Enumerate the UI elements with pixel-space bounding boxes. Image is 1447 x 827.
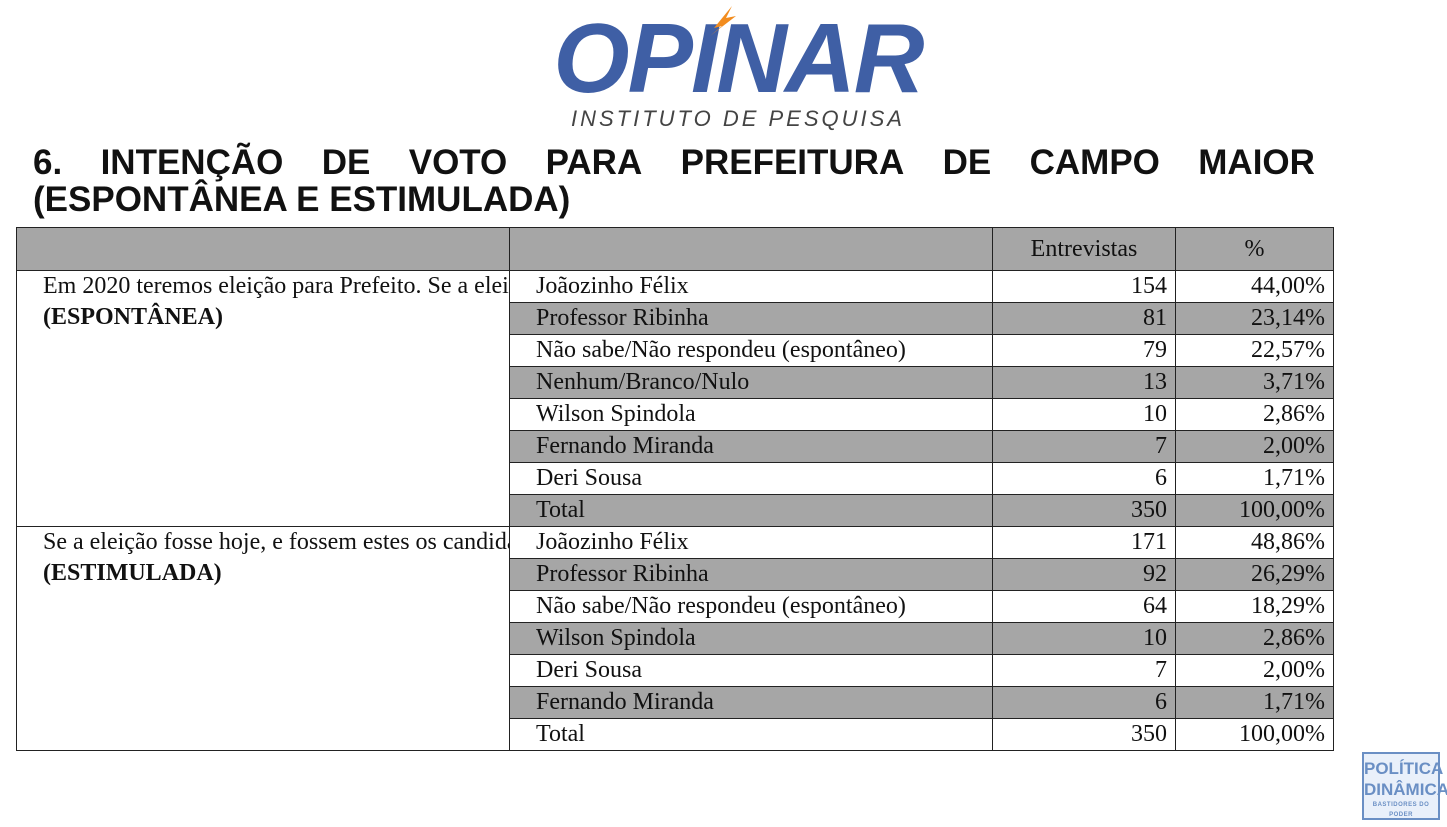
title-line-2: (ESPONTÂNEA E ESTIMULADA) bbox=[33, 180, 571, 219]
vote-percentage: 2,86% bbox=[1175, 622, 1334, 655]
vote-percentage: 100,00% bbox=[1175, 718, 1334, 751]
interview-count: 6 bbox=[992, 686, 1176, 719]
header-interviews: Entrevistas bbox=[992, 227, 1176, 271]
title-word: DE bbox=[942, 143, 992, 182]
candidate-name: Não sabe/Não respondeu (espontâneo) bbox=[509, 334, 993, 367]
candidate-name: Deri Sousa bbox=[509, 654, 993, 687]
vote-intention-table: Entrevistas % Em 2020 teremos eleição pa… bbox=[16, 227, 1334, 751]
interview-count: 350 bbox=[992, 718, 1176, 751]
title-line-1: 6. INTENÇÃO DE VOTO PARA PREFEITURA DE CAMPO MAI… bbox=[33, 144, 1315, 181]
interview-count: 7 bbox=[992, 430, 1176, 463]
interview-count: 7 bbox=[992, 654, 1176, 687]
total-label: Total bbox=[509, 494, 993, 527]
table-row: Não sabe/Não respondeu (espontâneo) 64 18,… bbox=[17, 590, 1334, 623]
table-row: Total 350 100,00% bbox=[17, 718, 1334, 751]
candidate-name: Joãozinho Félix bbox=[509, 526, 993, 559]
vote-percentage: 2,86% bbox=[1175, 398, 1334, 431]
politica-dinamica-watermark: POLÍTICA DINÂMICA BASTIDORES DO PODER bbox=[1362, 752, 1447, 820]
candidate-name: Joãozinho Félix bbox=[509, 270, 993, 303]
candidate-name: Professor Ribinha bbox=[509, 302, 993, 335]
table-row: Se a eleição fosse hoje, e fossem estes … bbox=[16, 526, 1334, 751]
vote-percentage: 3,71% bbox=[1175, 366, 1334, 399]
vote-percentage: 100,00% bbox=[1175, 494, 1334, 527]
vote-percentage: 1,71% bbox=[1175, 686, 1334, 719]
vote-percentage: 18,29% bbox=[1175, 590, 1334, 623]
logo-wordmark: OPINAR bbox=[553, 3, 924, 113]
interview-count: 79 bbox=[992, 334, 1176, 367]
question-text: Se a eleição fosse hoje, e fossem estes … bbox=[43, 529, 509, 555]
title-word: 6. bbox=[33, 143, 63, 182]
interview-count: 64 bbox=[992, 590, 1176, 623]
title-word: INTENÇÃO bbox=[100, 143, 284, 182]
table-row: Deri Sousa 7 2,00% bbox=[17, 654, 1334, 687]
page-title: 6. INTENÇÃO DE VOTO PARA PREFEITURA DE CAMPO MAI… bbox=[33, 144, 1315, 218]
lightning-bolt-icon bbox=[710, 6, 736, 36]
vote-percentage: 48,86% bbox=[1175, 526, 1334, 559]
candidate-name: Fernando Miranda bbox=[509, 686, 993, 719]
table-header-row: Entrevistas % bbox=[16, 227, 1334, 271]
interview-count: 10 bbox=[992, 622, 1176, 655]
interview-count: 92 bbox=[992, 558, 1176, 591]
header-blank bbox=[16, 227, 510, 271]
interview-count: 350 bbox=[992, 494, 1176, 527]
badge-tagline: BASTIDORES DO PODER bbox=[1372, 802, 1430, 818]
candidate-name: Fernando Miranda bbox=[509, 430, 993, 463]
interview-count: 171 bbox=[992, 526, 1176, 559]
candidate-name: Wilson Spindola bbox=[509, 398, 993, 431]
table-row: Wilson Spindola 10 2,86% bbox=[17, 622, 1334, 655]
vote-percentage: 2,00% bbox=[1175, 430, 1334, 463]
badge-line-2: DINÂMICA bbox=[1364, 780, 1447, 799]
table-row: Professor Ribinha 81 23,14% bbox=[17, 302, 1334, 335]
interview-count: 154 bbox=[992, 270, 1176, 303]
header-blank bbox=[509, 227, 993, 271]
opinar-logo: OPINAR INSTITUTO DE PESQUISA bbox=[548, 6, 928, 132]
title-word: CAMPO bbox=[1029, 143, 1160, 182]
header-percent: % bbox=[1175, 227, 1334, 271]
question-text: Em 2020 teremos eleição para Prefeito. S… bbox=[43, 273, 509, 299]
title-word: DE bbox=[321, 143, 371, 182]
title-word: PREFEITURA bbox=[680, 143, 905, 182]
badge-line-1: POLÍTICA bbox=[1364, 759, 1444, 778]
candidate-name: Wilson Spindola bbox=[509, 622, 993, 655]
table-row: Deri Sousa 6 1,71% bbox=[17, 462, 1334, 495]
question-type-tag: (ESPONTÂNEA) bbox=[43, 304, 224, 330]
question-type-tag: (ESTIMULADA) bbox=[43, 560, 222, 586]
total-label: Total bbox=[509, 718, 993, 751]
table-row: Em 2020 teremos eleição para Prefeito. S… bbox=[16, 270, 1334, 527]
interview-count: 6 bbox=[992, 462, 1176, 495]
candidate-name: Professor Ribinha bbox=[509, 558, 993, 591]
vote-percentage: 1,71% bbox=[1175, 462, 1334, 495]
interview-count: 13 bbox=[992, 366, 1176, 399]
table-row: Wilson Spindola 10 2,86% bbox=[17, 398, 1334, 431]
candidate-name: Nenhum/Branco/Nulo bbox=[509, 366, 993, 399]
title-word: VOTO bbox=[408, 143, 508, 182]
vote-percentage: 22,57% bbox=[1175, 334, 1334, 367]
interview-count: 81 bbox=[992, 302, 1176, 335]
table-row: Não sabe/Não respondeu (espontâneo) 79 22,… bbox=[17, 334, 1334, 367]
title-word: PARA bbox=[545, 143, 643, 182]
vote-percentage: 23,14% bbox=[1175, 302, 1334, 335]
logo-subtitle: INSTITUTO DE PESQUISA bbox=[571, 106, 905, 131]
table-row: Fernando Miranda 6 1,71% bbox=[17, 686, 1334, 719]
interview-count: 10 bbox=[992, 398, 1176, 431]
question-cell: Em 2020 teremos eleição para Prefeito. S… bbox=[16, 270, 510, 527]
question-cell: Se a eleição fosse hoje, e fossem estes … bbox=[16, 526, 510, 751]
vote-percentage: 2,00% bbox=[1175, 654, 1334, 687]
table-row: Nenhum/Branco/Nulo 13 3,71% bbox=[17, 366, 1334, 399]
candidate-name: Não sabe/Não respondeu (espontâneo) bbox=[509, 590, 993, 623]
title-word: MAIOR bbox=[1198, 143, 1315, 182]
vote-percentage: 26,29% bbox=[1175, 558, 1334, 591]
table-body: Em 2020 teremos eleição para Prefeito. S… bbox=[16, 270, 1334, 751]
vote-percentage: 44,00% bbox=[1175, 270, 1334, 303]
candidate-name: Deri Sousa bbox=[509, 462, 993, 495]
